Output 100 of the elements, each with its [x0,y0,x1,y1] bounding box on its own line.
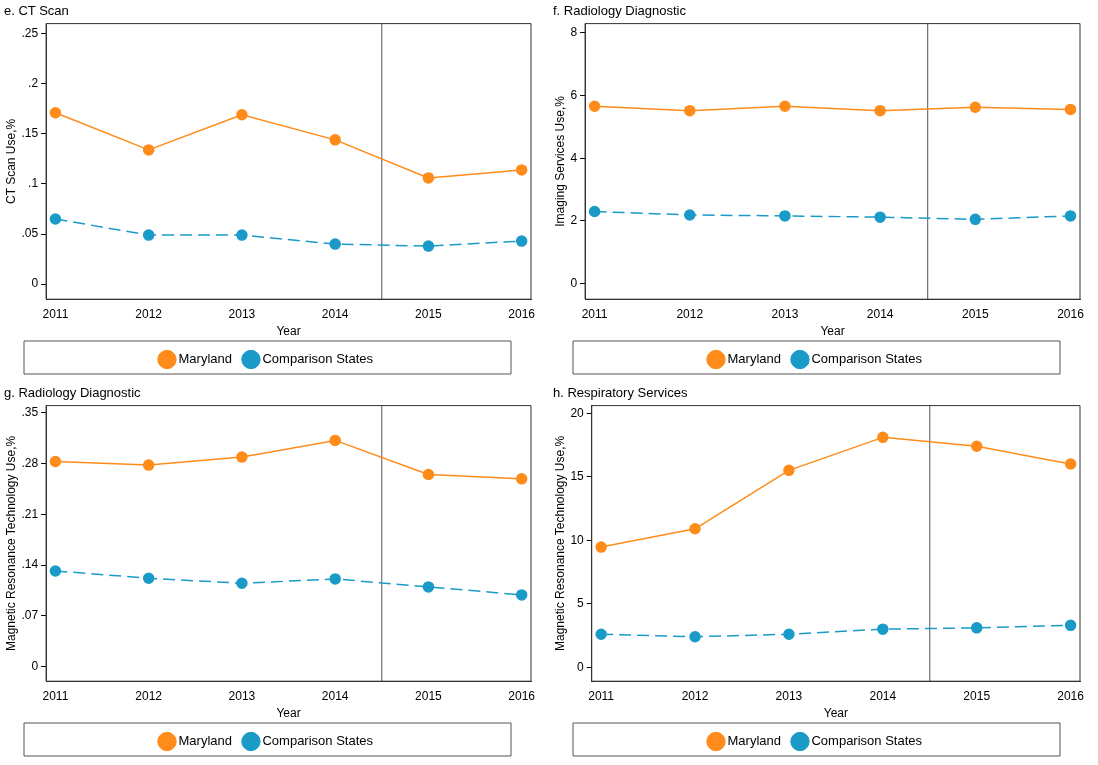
point [783,628,795,640]
point [779,100,791,113]
x-tick-label: 2016 [1057,688,1085,703]
y-axis-title: Magnetic Resonance Technology Use,% [3,435,18,652]
y-tick-label: 4 [570,150,578,165]
point [329,573,341,585]
point [515,473,528,485]
y-tick-label: 10 [570,532,585,547]
y-axis-title: Imaging Services Use,% [552,95,567,227]
y-tick-label: 15 [570,469,585,484]
point [329,238,341,250]
point [684,209,696,221]
point [422,468,435,481]
y-tick-label: .21 [21,506,39,521]
y-tick-label: .25 [21,25,39,40]
x-tick-label: 2014 [866,306,894,321]
point [970,622,983,634]
y-tick-label: 0 [577,659,585,674]
point [969,213,982,226]
y-tick-label: 5 [577,596,585,611]
x-tick-label: 2015 [963,688,991,703]
point [1064,103,1077,116]
point [783,464,795,477]
legend-label: Comparison States [811,351,923,367]
x-axis-title: Year [823,706,848,721]
y-tick-label: .07 [21,608,39,623]
legend-label: Comparison States [262,733,374,749]
x-tick-label: 2014 [869,688,897,703]
y-tick-label: 6 [570,87,578,102]
x-tick-label: 2014 [321,306,349,321]
y-tick-label: 0 [31,659,39,674]
x-tick-label: 2011 [42,688,69,703]
legend-label: Maryland [727,733,781,749]
x-tick-label: 2016 [508,306,536,321]
point [689,631,701,643]
point [969,101,982,113]
x-tick-label: 2011 [581,306,608,321]
y-tick-label: .1 [28,176,39,191]
point [49,213,62,225]
x-tick-label: 2012 [681,688,709,703]
y-tick-label: .15 [21,126,39,141]
point [515,589,528,601]
point [329,134,341,146]
point [874,211,886,223]
point [1064,619,1077,632]
point [1064,458,1077,470]
point [1064,210,1077,222]
x-tick-label: 2015 [961,306,989,321]
legend-label: Maryland [178,351,232,367]
point [236,229,248,241]
y-tick-label: .14 [21,557,39,572]
x-tick-label: 2011 [42,306,69,321]
point [877,431,889,444]
x-tick-label: 2015 [415,688,443,703]
point [329,434,341,447]
point [422,172,435,184]
chart-title: h. Respiratory Services [553,385,688,401]
legend-label: Comparison States [811,733,923,749]
x-tick-label: 2013 [228,306,256,321]
point [515,164,528,176]
point [588,100,601,113]
y-tick-label: .28 [21,455,39,470]
point [142,229,155,241]
point [236,109,248,121]
chart-title: g. Radiology Diagnostic [4,385,142,401]
y-tick-label: 8 [570,25,578,40]
x-tick-label: 2015 [415,306,443,321]
y-tick-label: 0 [31,276,39,291]
x-axis-title: Year [820,324,845,339]
point [684,104,696,117]
x-tick-label: 2013 [228,688,256,703]
legend-label: Comparison States [262,351,374,367]
point [49,107,62,119]
legend-label: Maryland [727,351,781,367]
x-axis-title: Year [276,706,301,721]
x-tick-label: 2013 [771,306,799,321]
point [236,451,248,463]
y-tick-label: .05 [21,226,39,241]
y-axis-title: CT Scan Use,% [3,118,18,204]
y-axis-title: Magnetic Resonance Technology Use,% [552,435,567,652]
chart-title: e. CT Scan [4,3,69,19]
point [422,581,435,593]
x-tick-label: 2016 [508,688,536,703]
point [595,628,607,640]
point [877,623,889,635]
point [588,205,601,218]
y-tick-label: 20 [570,405,585,420]
x-tick-label: 2012 [676,306,704,321]
x-tick-label: 2013 [775,688,803,703]
point [49,455,62,468]
y-tick-label: .2 [28,76,39,91]
point [689,523,701,535]
x-tick-label: 2011 [588,688,615,703]
point [779,210,791,222]
x-tick-label: 2012 [135,306,163,321]
point [874,104,886,117]
point [49,565,62,577]
point [142,459,155,471]
x-tick-label: 2014 [321,688,349,703]
point [595,541,607,553]
